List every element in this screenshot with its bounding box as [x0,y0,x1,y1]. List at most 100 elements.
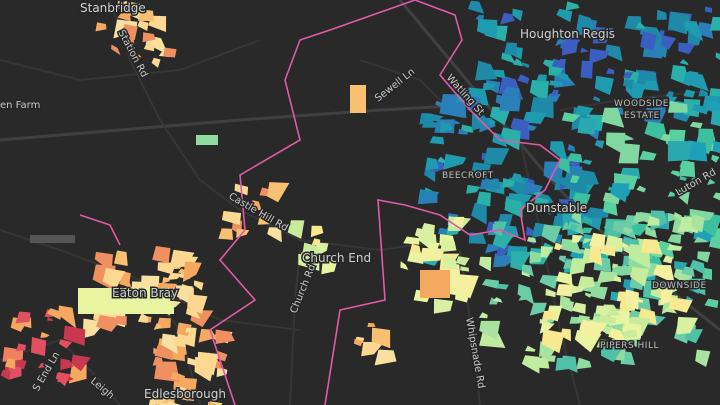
building-block [684,20,704,42]
building-block [603,200,618,216]
building-block [642,98,652,106]
building-block [301,242,320,258]
building-block [115,0,128,9]
building-block [676,316,698,335]
building-block [683,71,709,92]
boundary [209,0,416,405]
building-block [310,225,324,238]
building-block [117,12,131,22]
building-block [589,286,608,300]
building-block [173,336,186,348]
building-block [589,232,606,251]
building-block [595,305,613,317]
district-label: WOODSIDE [614,99,669,109]
building-block [58,305,77,329]
building-block [576,14,597,36]
building-block [466,184,481,194]
building-block [522,111,548,124]
building-block [660,289,674,306]
building-block [493,221,508,236]
road [289,249,301,405]
building-block [482,82,496,91]
building-block [679,59,689,66]
building-block [678,160,696,178]
building-block [556,8,573,23]
building-block [71,354,91,372]
building-block [653,265,675,284]
building-block [540,246,554,258]
district-label: BEECROFT [442,171,494,181]
building-block [689,259,706,276]
building-block [691,213,705,233]
building-block [499,12,516,25]
building-block [371,327,391,349]
building-block [605,132,626,155]
building-block [539,274,558,289]
building-block [419,191,438,205]
building-block [489,106,511,126]
building-block [546,93,561,103]
building-block [194,280,204,291]
building-block [467,0,485,14]
building-block [250,200,262,211]
building-block [221,210,242,226]
building-block [120,23,138,41]
building-block [15,343,27,352]
building-block [442,255,458,270]
building-block [361,341,385,357]
building-block [667,141,693,162]
building-block [561,112,581,123]
building-block [709,16,720,31]
building-block [711,154,720,163]
building-block [30,337,47,356]
building-block [541,310,558,324]
building-block [554,176,574,191]
building-block [594,75,614,95]
building-block [608,328,627,344]
building-block [487,179,498,193]
building-block [472,95,481,105]
building-block [577,117,597,135]
building-block [574,105,594,116]
building-block [624,289,639,310]
building-block [580,60,593,79]
building-block [660,134,671,142]
building-block [529,302,547,316]
building-block [594,140,605,149]
building-block [526,236,537,243]
building-block [529,80,549,103]
road [0,39,261,82]
building-block [531,356,550,369]
building-block [4,358,16,369]
building-block [569,285,585,295]
building-block [267,227,282,243]
building-block [601,107,625,128]
building-block [666,244,683,251]
building-block [137,313,149,323]
building-block [137,20,149,32]
building-block [623,226,634,235]
building-block [503,86,520,100]
building-block [512,8,523,21]
building-block [198,328,217,343]
building-block [529,250,543,263]
building-block [570,222,579,232]
building-block [425,168,436,183]
building-block [163,47,177,58]
building-block [481,279,499,289]
district-label: ESTATE [624,111,660,121]
building-block [712,140,720,154]
building-block [621,329,638,339]
building-block [458,128,468,135]
building-block [161,333,178,355]
building-block [555,271,573,285]
building-block [403,236,420,245]
building-block [40,332,50,338]
building-block [47,316,54,322]
building-block [580,47,589,53]
building-block [623,134,634,141]
building-block [502,178,515,188]
building-block [173,386,188,402]
building-block [461,124,475,133]
